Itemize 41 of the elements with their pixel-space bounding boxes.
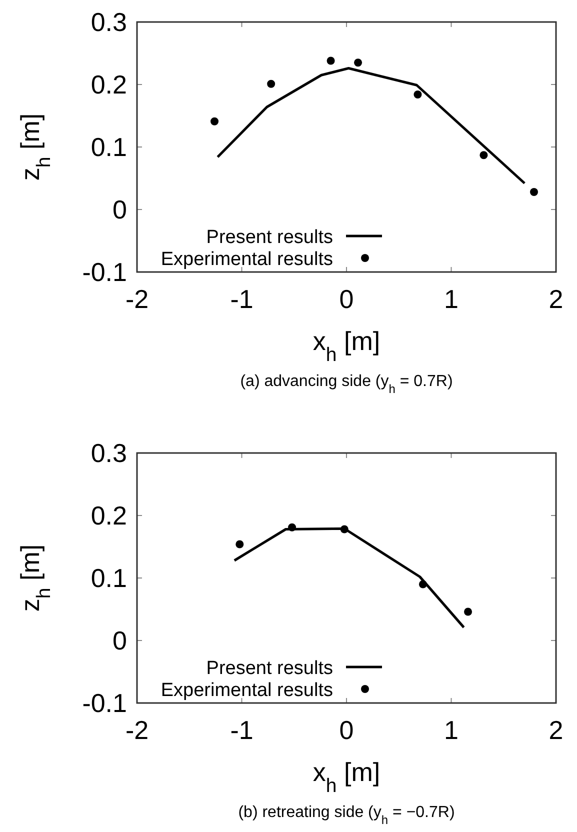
legend-label: Experimental results — [160, 249, 333, 270]
point — [236, 540, 244, 548]
x-tick-label: 0 — [339, 284, 354, 314]
point — [530, 188, 538, 196]
point — [210, 117, 219, 126]
point — [414, 90, 422, 98]
y-tick-label: 0 — [112, 194, 127, 224]
y-tick-label: 0.1 — [90, 563, 127, 593]
x-tick-label: 0 — [339, 715, 354, 745]
y-tick-label: -0.1 — [82, 257, 127, 287]
x-tick-label: -2 — [125, 284, 149, 314]
y-tick-label: 0 — [112, 626, 127, 656]
y-tick-label: -0.1 — [82, 688, 127, 718]
x-axis-title: x$_{h}$ [m] — [312, 757, 380, 797]
legend-label: Present results — [206, 658, 333, 679]
point — [480, 151, 488, 160]
x-tick-label: 2 — [548, 715, 564, 745]
y-tick-label: 0.3 — [90, 438, 127, 468]
x-tick-label: 1 — [444, 284, 458, 314]
y-tick-label: 0.2 — [90, 70, 127, 100]
point — [267, 80, 276, 88]
point — [326, 56, 335, 65]
x-tick-label: 1 — [444, 715, 458, 745]
y-tick-label: 0.3 — [90, 7, 127, 37]
legend-label: Present results — [206, 227, 333, 248]
point — [354, 58, 362, 67]
point — [340, 525, 348, 534]
x-axis-title: x$_{h}$ [m] — [312, 326, 380, 366]
y-tick-label: 0.2 — [90, 500, 127, 530]
text: (a) advancing side (y$_{h}$ = 0.7R) — [240, 373, 453, 396]
y-tick-label: 0.1 — [90, 132, 127, 162]
x-tick-label: 2 — [548, 284, 564, 314]
point — [464, 608, 472, 616]
x-tick-label: -2 — [125, 715, 149, 745]
legend-label: Experimental results — [160, 680, 333, 701]
line-series — [216, 67, 526, 184]
text: (b) retreating side (y$_{h}$ = −0.7R) — [238, 804, 455, 827]
point — [288, 523, 296, 532]
x-tick-label: -1 — [230, 284, 254, 314]
point — [418, 580, 427, 588]
x-tick-label: -1 — [230, 715, 254, 745]
